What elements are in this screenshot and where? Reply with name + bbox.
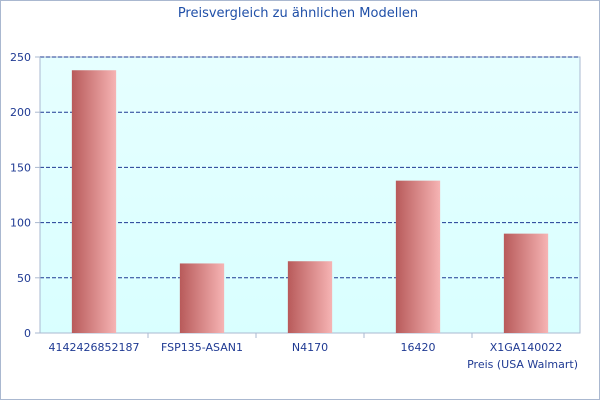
x-tick-label: FSP135-ASAN1 <box>161 341 243 354</box>
x-tick-label: 16420 <box>401 341 436 354</box>
x-axis-label: Preis (USA Walmart) <box>467 358 578 371</box>
x-tick-label: N4170 <box>292 341 328 354</box>
y-tick-label: 50 <box>17 272 31 285</box>
x-tick-label: 4142426852187 <box>49 341 140 354</box>
y-tick-label: 200 <box>10 106 31 119</box>
y-tick-label: 0 <box>24 327 31 340</box>
y-tick-label: 150 <box>10 161 31 174</box>
y-tick-label: 100 <box>10 217 31 230</box>
chart-title: Preisvergleich zu ähnlichen Modellen <box>178 6 418 21</box>
bar-4142426852187 <box>71 70 117 334</box>
x-tick-label: X1GA140022 <box>490 341 563 354</box>
bar-FSP135-ASAN1 <box>179 263 225 333</box>
bar-16420 <box>395 180 441 333</box>
y-tick-label: 250 <box>10 51 31 64</box>
bar-N4170 <box>287 261 333 333</box>
bar-X1GA140022 <box>503 233 549 333</box>
